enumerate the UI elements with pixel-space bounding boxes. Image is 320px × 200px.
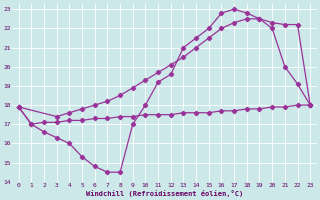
X-axis label: Windchill (Refroidissement éolien,°C): Windchill (Refroidissement éolien,°C)	[86, 190, 243, 197]
